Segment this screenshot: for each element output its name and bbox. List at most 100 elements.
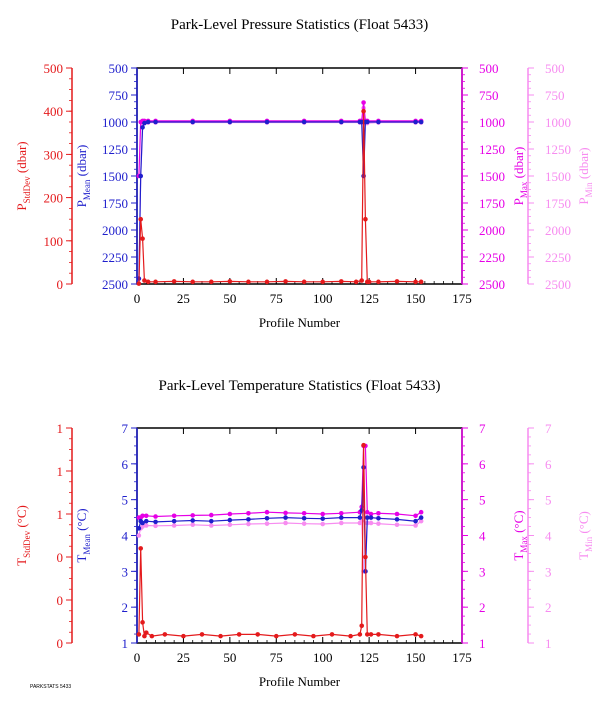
data-point-mean — [376, 516, 381, 521]
y-tick-label: 500 — [44, 61, 64, 76]
x-tick-label: 100 — [313, 650, 333, 665]
y-axis-max: 500 750 1000 1250 1500 1750 2000 2250 2500 PMax (… — [461, 61, 529, 292]
data-point-mean — [246, 517, 251, 522]
data-point-mean — [208, 518, 214, 524]
data-point-min — [283, 520, 288, 526]
y-tick-label: 5 — [122, 493, 129, 508]
series-min — [136, 105, 424, 281]
data-point-min — [153, 523, 158, 529]
y-tick-label: 2 — [479, 600, 486, 615]
chart-title: Park-Level Pressure Statistics (Float 54… — [171, 17, 428, 33]
data-point-mean — [145, 119, 151, 125]
y-tick-label: 0 — [57, 277, 64, 292]
x-tick-label: 25 — [177, 650, 190, 665]
data-point-min — [418, 518, 424, 524]
data-point-stddev — [348, 633, 353, 639]
series-line-max — [138, 445, 422, 519]
data-point-min — [208, 523, 214, 528]
data-point-min — [264, 521, 270, 526]
y-tick-label: 1 — [122, 636, 129, 651]
y-axis-label-stddev: PStdDev (dbar) — [14, 141, 32, 210]
data-point-max — [394, 511, 400, 517]
y-tick-label: 1000 — [479, 115, 505, 130]
data-point-stddev — [236, 632, 242, 637]
y-tick-label: 3 — [479, 564, 486, 579]
chart-1: Park-Level Pressure Statistics (Float 54… — [14, 17, 594, 330]
y-tick-label: 300 — [44, 147, 64, 162]
y-tick-label: 3 — [545, 564, 552, 579]
y-tick-label: 1 — [57, 421, 64, 436]
data-point-stddev — [153, 279, 158, 285]
data-point-min — [413, 523, 418, 528]
y-tick-label: 2000 — [545, 223, 571, 238]
data-point-mean — [136, 526, 142, 531]
data-point-min — [140, 524, 145, 529]
series-mean — [136, 119, 424, 281]
data-point-min — [368, 520, 374, 526]
data-point-mean — [138, 173, 144, 179]
data-point-stddev — [368, 632, 374, 637]
series-line-stddev — [138, 445, 422, 638]
data-point-max — [418, 509, 424, 515]
data-point-mean — [301, 119, 307, 125]
y-axis-stddev: 1 1 1 0 0 0 TStdDev (°C) — [14, 421, 73, 651]
data-point-mean — [413, 518, 418, 524]
data-point-max — [140, 513, 145, 519]
y-tick-label: 2 — [122, 600, 129, 615]
data-point-stddev — [255, 632, 261, 637]
x-tick-label: 150 — [406, 650, 426, 665]
data-point-stddev — [329, 632, 335, 637]
x-tick-label: 100 — [313, 291, 333, 306]
y-tick-label: 1500 — [545, 169, 571, 184]
y-tick-label: 2000 — [102, 223, 128, 238]
y-tick-label: 1750 — [102, 196, 128, 211]
y-tick-label: 500 — [479, 61, 499, 76]
data-point-stddev — [140, 236, 145, 241]
data-point-stddev — [218, 633, 223, 639]
data-point-mean — [190, 119, 196, 125]
data-point-mean — [171, 518, 177, 524]
data-point-min — [338, 520, 344, 526]
data-point-max — [361, 100, 366, 105]
data-point-max — [338, 510, 344, 516]
data-point-stddev — [359, 623, 365, 629]
data-point-max — [143, 513, 149, 519]
series-line-max — [138, 102, 422, 177]
data-point-stddev — [353, 279, 359, 285]
data-point-stddev — [142, 278, 147, 283]
y-tick-label: 1250 — [102, 142, 128, 157]
data-point-min — [301, 521, 307, 526]
data-point-min — [246, 521, 251, 527]
data-point-max — [190, 513, 196, 518]
x-tick-label: 125 — [359, 291, 379, 306]
plot-frame — [136, 67, 463, 285]
data-point-stddev — [418, 279, 424, 285]
y-tick-label: 7 — [122, 421, 129, 436]
chart-title: Park-Level Temperature Statistics (Float… — [159, 378, 441, 394]
data-point-max — [171, 513, 177, 519]
y-tick-label: 2250 — [545, 250, 571, 265]
data-point-mean — [368, 515, 374, 520]
y-tick-label: 0 — [57, 636, 64, 651]
y-axis-label-min: TMin (°C) — [576, 511, 594, 560]
y-tick-label: 6 — [545, 457, 552, 472]
data-point-mean — [338, 119, 344, 125]
data-point-stddev — [171, 279, 177, 284]
y-tick-label: 200 — [44, 191, 64, 206]
data-point-mean — [364, 119, 370, 125]
y-tick-label: 7 — [545, 421, 552, 436]
data-point-stddev — [364, 632, 370, 637]
y-tick-label: 1500 — [479, 169, 505, 184]
data-point-mean — [190, 518, 196, 523]
data-point-min — [171, 523, 177, 528]
data-point-stddev — [208, 279, 214, 285]
data-point-stddev — [292, 632, 298, 637]
data-point-stddev — [338, 279, 344, 284]
series-line-min — [138, 519, 422, 572]
x-tick-label: 50 — [223, 291, 236, 306]
y-tick-label: 750 — [479, 88, 499, 103]
data-point-stddev — [361, 108, 366, 114]
data-point-stddev — [138, 546, 144, 551]
data-point-stddev — [394, 279, 400, 284]
